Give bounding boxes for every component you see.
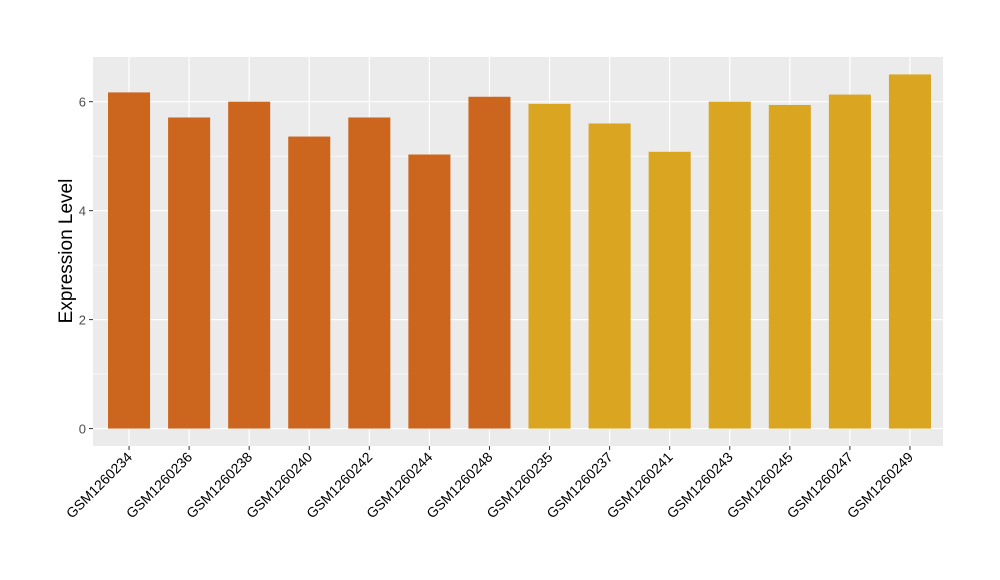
bar-GSM1260245	[768, 104, 811, 429]
bar-GSM1260244	[408, 154, 451, 429]
bar-GSM1260248	[468, 96, 511, 429]
y-tick-label: 6	[79, 95, 86, 110]
y-tick-label: 4	[79, 204, 86, 219]
bar-GSM1260242	[348, 117, 391, 429]
bar-GSM1260240	[288, 136, 331, 429]
bar-GSM1260237	[588, 123, 631, 429]
y-tick-label: 2	[79, 313, 86, 328]
bar-GSM1260236	[168, 117, 211, 429]
bar-GSM1260238	[228, 101, 271, 429]
plot-panel	[93, 57, 943, 446]
bar-GSM1260249	[888, 74, 931, 429]
bar-GSM1260234	[108, 92, 151, 429]
bar-GSM1260247	[828, 94, 871, 429]
bar-GSM1260235	[528, 103, 571, 429]
bar-GSM1260241	[648, 151, 691, 429]
y-axis-label: Expression Level	[56, 179, 77, 324]
y-tick-label: 0	[79, 422, 86, 437]
bar-GSM1260243	[708, 101, 751, 429]
